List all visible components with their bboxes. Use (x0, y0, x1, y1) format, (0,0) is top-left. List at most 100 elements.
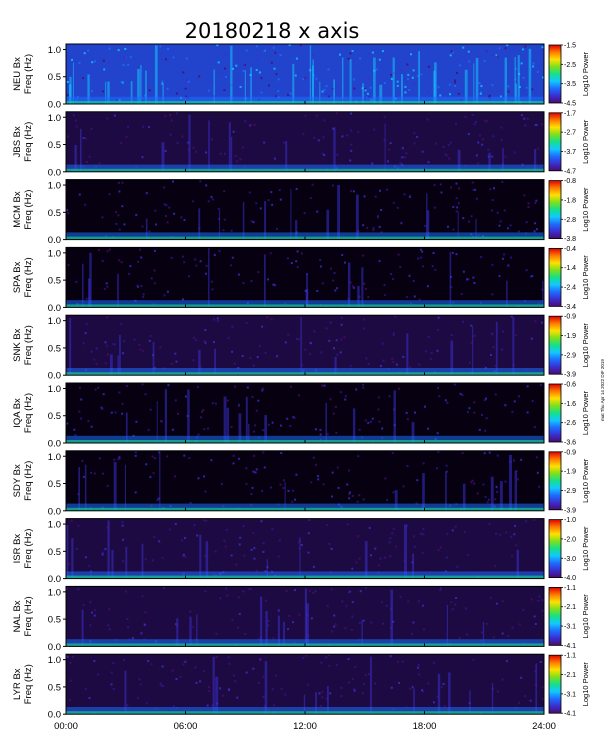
noise-speckle (126, 618, 129, 621)
noise-speckle (344, 261, 346, 264)
colorbar-tick-label: -3.9 (564, 507, 576, 514)
noise-speckle (481, 143, 484, 146)
noise-speckle (106, 117, 109, 120)
noise-speckle (333, 614, 336, 617)
noise-speckle (80, 417, 83, 420)
noise-speckle (135, 213, 138, 216)
noise-speckle (287, 93, 289, 96)
noise-speckle (445, 556, 448, 559)
noise-speckle (176, 92, 178, 95)
noise-speckle (183, 261, 186, 264)
spectral-streak (361, 620, 363, 647)
noise-speckle (126, 704, 129, 707)
noise-speckle (144, 611, 147, 614)
noise-speckle (416, 135, 419, 138)
noise-speckle (350, 629, 353, 631)
noise-speckle (359, 590, 362, 593)
noise-speckle (103, 288, 106, 291)
noise-speckle (104, 548, 107, 551)
spectral-streak (495, 321, 498, 376)
station-label: ISR Bx (12, 534, 23, 564)
noise-speckle (487, 148, 490, 151)
spectral-streak (475, 218, 477, 240)
noise-speckle (118, 190, 121, 193)
noise-speckle (196, 385, 199, 388)
noise-speckle (355, 388, 358, 391)
y-tick-label: 0.5 (48, 615, 61, 626)
noise-speckle (455, 210, 458, 213)
noise-speckle (284, 341, 287, 344)
noise-speckle (105, 344, 108, 347)
noise-speckle (336, 287, 339, 290)
noise-speckle (518, 701, 520, 704)
station-label: SNK Bx (12, 328, 23, 362)
noise-speckle (268, 84, 270, 87)
noise-speckle (144, 558, 147, 561)
noise-speckle (365, 586, 368, 589)
noise-speckle (505, 660, 508, 663)
noise-speckle (515, 67, 518, 70)
noise-speckle (97, 673, 100, 676)
noise-speckle (535, 123, 538, 126)
colorbar-tick-label: -3.0 (564, 556, 576, 563)
spectral-streak (333, 79, 335, 104)
y-tick-label: 1.0 (48, 248, 61, 259)
noise-speckle (321, 384, 324, 387)
noise-speckle (416, 479, 419, 482)
spectral-streak (325, 402, 327, 443)
spectral-streak (437, 673, 441, 715)
noise-speckle (193, 524, 196, 527)
noise-speckle (254, 424, 257, 427)
noise-speckle (339, 53, 341, 56)
noise-speckle (456, 72, 458, 74)
noise-speckle (252, 531, 255, 534)
noise-speckle (113, 458, 116, 461)
noise-speckle (440, 686, 443, 689)
noise-speckle (501, 600, 504, 603)
noise-speckle (171, 428, 174, 431)
noise-speckle (473, 68, 476, 71)
noise-speckle (437, 386, 439, 389)
noise-speckle (287, 490, 290, 492)
noise-speckle (94, 609, 96, 612)
noise-speckle (132, 637, 134, 640)
noise-speckle (478, 54, 481, 57)
noise-speckle (129, 265, 132, 268)
noise-speckle (526, 117, 529, 120)
noise-speckle (527, 202, 530, 205)
noise-speckle (406, 63, 409, 66)
noise-speckle (250, 124, 253, 127)
noise-speckle (426, 91, 429, 94)
noise-speckle (406, 465, 409, 468)
noise-speckle (88, 697, 91, 700)
noise-speckle (357, 535, 360, 538)
noise-speckle (255, 69, 258, 71)
noise-speckle (444, 399, 447, 402)
noise-speckle (417, 666, 419, 669)
noise-speckle (145, 463, 148, 466)
noise-speckle (483, 119, 486, 122)
noise-speckle (486, 120, 488, 123)
noise-speckle (483, 399, 486, 402)
spectral-streak (140, 65, 142, 104)
noise-speckle (412, 621, 415, 624)
spectral-streak (534, 149, 537, 172)
spectral-streak (482, 622, 485, 647)
noise-speckle (255, 202, 258, 205)
noise-speckle (327, 95, 330, 98)
noise-speckle (371, 162, 374, 165)
noise-speckle (133, 338, 136, 341)
noise-speckle (475, 154, 478, 157)
noise-speckle (182, 663, 185, 666)
spectrogram-background (66, 247, 544, 308)
noise-speckle (117, 214, 120, 217)
noise-speckle (154, 209, 157, 212)
noise-speckle (66, 209, 69, 212)
noise-speckle (541, 599, 544, 602)
noise-speckle (255, 569, 258, 572)
noise-speckle (147, 48, 150, 51)
noise-speckle (491, 199, 494, 202)
noise-speckle (414, 411, 416, 414)
